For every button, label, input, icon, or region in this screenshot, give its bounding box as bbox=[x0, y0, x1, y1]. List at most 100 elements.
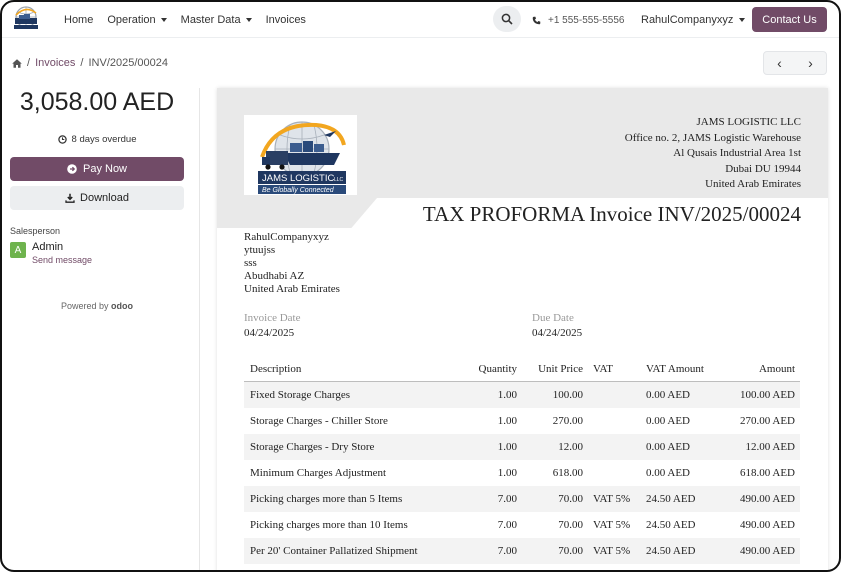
invoice-document: JAMS LOGISTIC LLC Be Globally Connected … bbox=[217, 88, 828, 570]
line-unit-price: 100.00 bbox=[552, 389, 583, 401]
line-amount: 490.00 AED bbox=[740, 545, 795, 557]
salesperson-label: Salesperson bbox=[10, 226, 61, 236]
line-description: Fixed Storage Charges bbox=[250, 389, 351, 401]
line-vat-amount: 0.00 AED bbox=[646, 441, 690, 453]
line-vat-amount: 24.50 AED bbox=[646, 519, 696, 531]
salesperson-name: Admin bbox=[32, 241, 64, 253]
line-vat-amount: 24.50 AED bbox=[646, 493, 696, 505]
table-row: Storage Charges - Chiller Store 1.00 270.0… bbox=[244, 408, 800, 434]
record-pager: ‹ › bbox=[763, 51, 827, 75]
line-quantity: 1.00 bbox=[497, 467, 517, 479]
company-address: JAMS LOGISTIC LLC Office no. 2, JAMS Log… bbox=[624, 116, 801, 190]
table-row: Picking charges more than 5 Items 7.00 70.… bbox=[244, 486, 800, 512]
line-description: Per 20' Container Pallatized Shipment bbox=[250, 545, 418, 557]
line-amount: 100.00 AED bbox=[740, 389, 795, 401]
main-menu: Home Operation Master Data Invoices bbox=[64, 2, 306, 38]
line-quantity: 7.00 bbox=[497, 493, 517, 505]
line-unit-price: 270.00 bbox=[552, 415, 583, 427]
logo-tagline: Be Globally Connected bbox=[262, 187, 335, 194]
table-row: Minimum Charges Adjustment 1.00 618.00 0.00… bbox=[244, 460, 800, 486]
download-button[interactable]: Download bbox=[10, 186, 184, 210]
due-date-value: 04/24/2025 bbox=[532, 327, 583, 339]
due-date-label: Due Date bbox=[532, 312, 574, 324]
line-description: Picking charges more than 10 Items bbox=[250, 519, 408, 531]
pay-now-button[interactable]: Pay Now bbox=[10, 157, 184, 181]
col-description: Description bbox=[250, 363, 302, 375]
line-amount: 270.00 AED bbox=[740, 415, 795, 427]
send-message-link[interactable]: Send message bbox=[32, 255, 93, 265]
sidebar-divider bbox=[199, 88, 200, 570]
next-button[interactable]: › bbox=[795, 52, 826, 74]
menu-operation[interactable]: Operation bbox=[107, 14, 167, 26]
home-icon[interactable] bbox=[12, 58, 22, 68]
invoice-date-label: Invoice Date bbox=[244, 312, 301, 324]
line-description: Storage Charges - Dry Store bbox=[250, 441, 375, 453]
phone-link[interactable]: +1 555-555-5556 bbox=[532, 2, 624, 38]
powered-by[interactable]: Powered by odoo bbox=[60, 301, 134, 311]
download-icon bbox=[65, 193, 75, 203]
line-unit-price: 618.00 bbox=[552, 467, 583, 479]
search-button[interactable] bbox=[493, 6, 521, 32]
arrow-circle-icon bbox=[67, 164, 77, 174]
line-quantity: 1.00 bbox=[497, 415, 517, 427]
previous-button[interactable]: ‹ bbox=[764, 52, 795, 74]
line-unit-price: 70.00 bbox=[558, 493, 583, 505]
brand-logo[interactable] bbox=[10, 5, 42, 33]
line-quantity: 7.00 bbox=[497, 519, 517, 531]
line-amount: 490.00 AED bbox=[740, 519, 795, 531]
document-header-tab bbox=[217, 198, 377, 228]
table-header: Description Quantity Unit Price VAT VAT … bbox=[244, 357, 800, 382]
line-unit-price: 70.00 bbox=[558, 519, 583, 531]
line-description: Picking charges more than 5 Items bbox=[250, 493, 403, 505]
caret-down-icon bbox=[739, 18, 746, 22]
table-body: Fixed Storage Charges 1.00 100.00 0.00 AED 1… bbox=[244, 382, 800, 564]
line-vat: VAT 5% bbox=[593, 519, 631, 531]
table-row: Storage Charges - Dry Store 1.00 12.00 0.00… bbox=[244, 434, 800, 460]
line-vat-amount: 24.50 AED bbox=[646, 545, 696, 557]
col-quantity: Quantity bbox=[478, 363, 518, 375]
company-logo: JAMS LOGISTIC LLC Be Globally Connected bbox=[244, 115, 357, 195]
chevron-left-icon: ‹ bbox=[777, 55, 782, 71]
logo-title: JAMS LOGISTIC bbox=[262, 173, 334, 184]
top-navbar: Home Operation Master Data Invoices +1 5… bbox=[2, 2, 839, 38]
menu-home[interactable]: Home bbox=[64, 14, 94, 26]
menu-master-data[interactable]: Master Data bbox=[181, 14, 252, 26]
line-vat-amount: 0.00 AED bbox=[646, 389, 690, 401]
avatar: A bbox=[10, 242, 26, 258]
line-description: Minimum Charges Adjustment bbox=[250, 467, 387, 479]
breadcrumb-current: INV/2025/00024 bbox=[88, 57, 168, 69]
table-row: Fixed Storage Charges 1.00 100.00 0.00 AED 1… bbox=[244, 382, 800, 408]
line-amount: 12.00 AED bbox=[745, 441, 796, 453]
phone-icon bbox=[532, 16, 541, 24]
line-unit-price: 70.00 bbox=[558, 545, 583, 557]
line-amount: 490.00 AED bbox=[740, 493, 795, 505]
col-vat: VAT bbox=[593, 363, 613, 375]
caret-down-icon bbox=[160, 18, 167, 22]
line-quantity: 7.00 bbox=[497, 545, 517, 557]
line-quantity: 1.00 bbox=[497, 441, 517, 453]
menu-invoices[interactable]: Invoices bbox=[265, 14, 306, 26]
line-quantity: 1.00 bbox=[497, 389, 517, 401]
breadcrumb-invoices[interactable]: Invoices bbox=[35, 57, 76, 69]
line-vat-amount: 0.00 AED bbox=[646, 415, 690, 427]
breadcrumb: / Invoices / INV/2025/00024 bbox=[12, 57, 168, 69]
table-row: Picking charges more than 10 Items 7.00 70… bbox=[244, 512, 800, 538]
contact-us-button[interactable]: Contact Us bbox=[752, 7, 827, 32]
line-vat: VAT 5% bbox=[593, 545, 631, 557]
invoice-title: TAX PROFORMA Invoice INV/2025/00024 bbox=[422, 202, 801, 226]
col-vat-amount: VAT Amount bbox=[646, 363, 704, 375]
line-description: Storage Charges - Chiller Store bbox=[250, 415, 388, 427]
table-row: Per 20' Container Pallatized Shipment 7.0… bbox=[244, 538, 800, 564]
invoice-lines-table: Description Quantity Unit Price VAT VAT … bbox=[244, 357, 800, 564]
line-unit-price: 12.00 bbox=[558, 441, 583, 453]
chevron-right-icon: › bbox=[808, 55, 813, 71]
logo-suffix: LLC bbox=[334, 177, 344, 183]
clock-icon bbox=[57, 135, 67, 144]
invoice-date-value: 04/24/2025 bbox=[244, 327, 295, 339]
col-amount: Amount bbox=[758, 363, 795, 375]
company-switcher[interactable]: RahulCompanyxyz bbox=[641, 2, 746, 38]
search-icon bbox=[501, 13, 513, 25]
col-unit-price: Unit Price bbox=[538, 363, 583, 375]
line-amount: 618.00 AED bbox=[740, 467, 795, 479]
